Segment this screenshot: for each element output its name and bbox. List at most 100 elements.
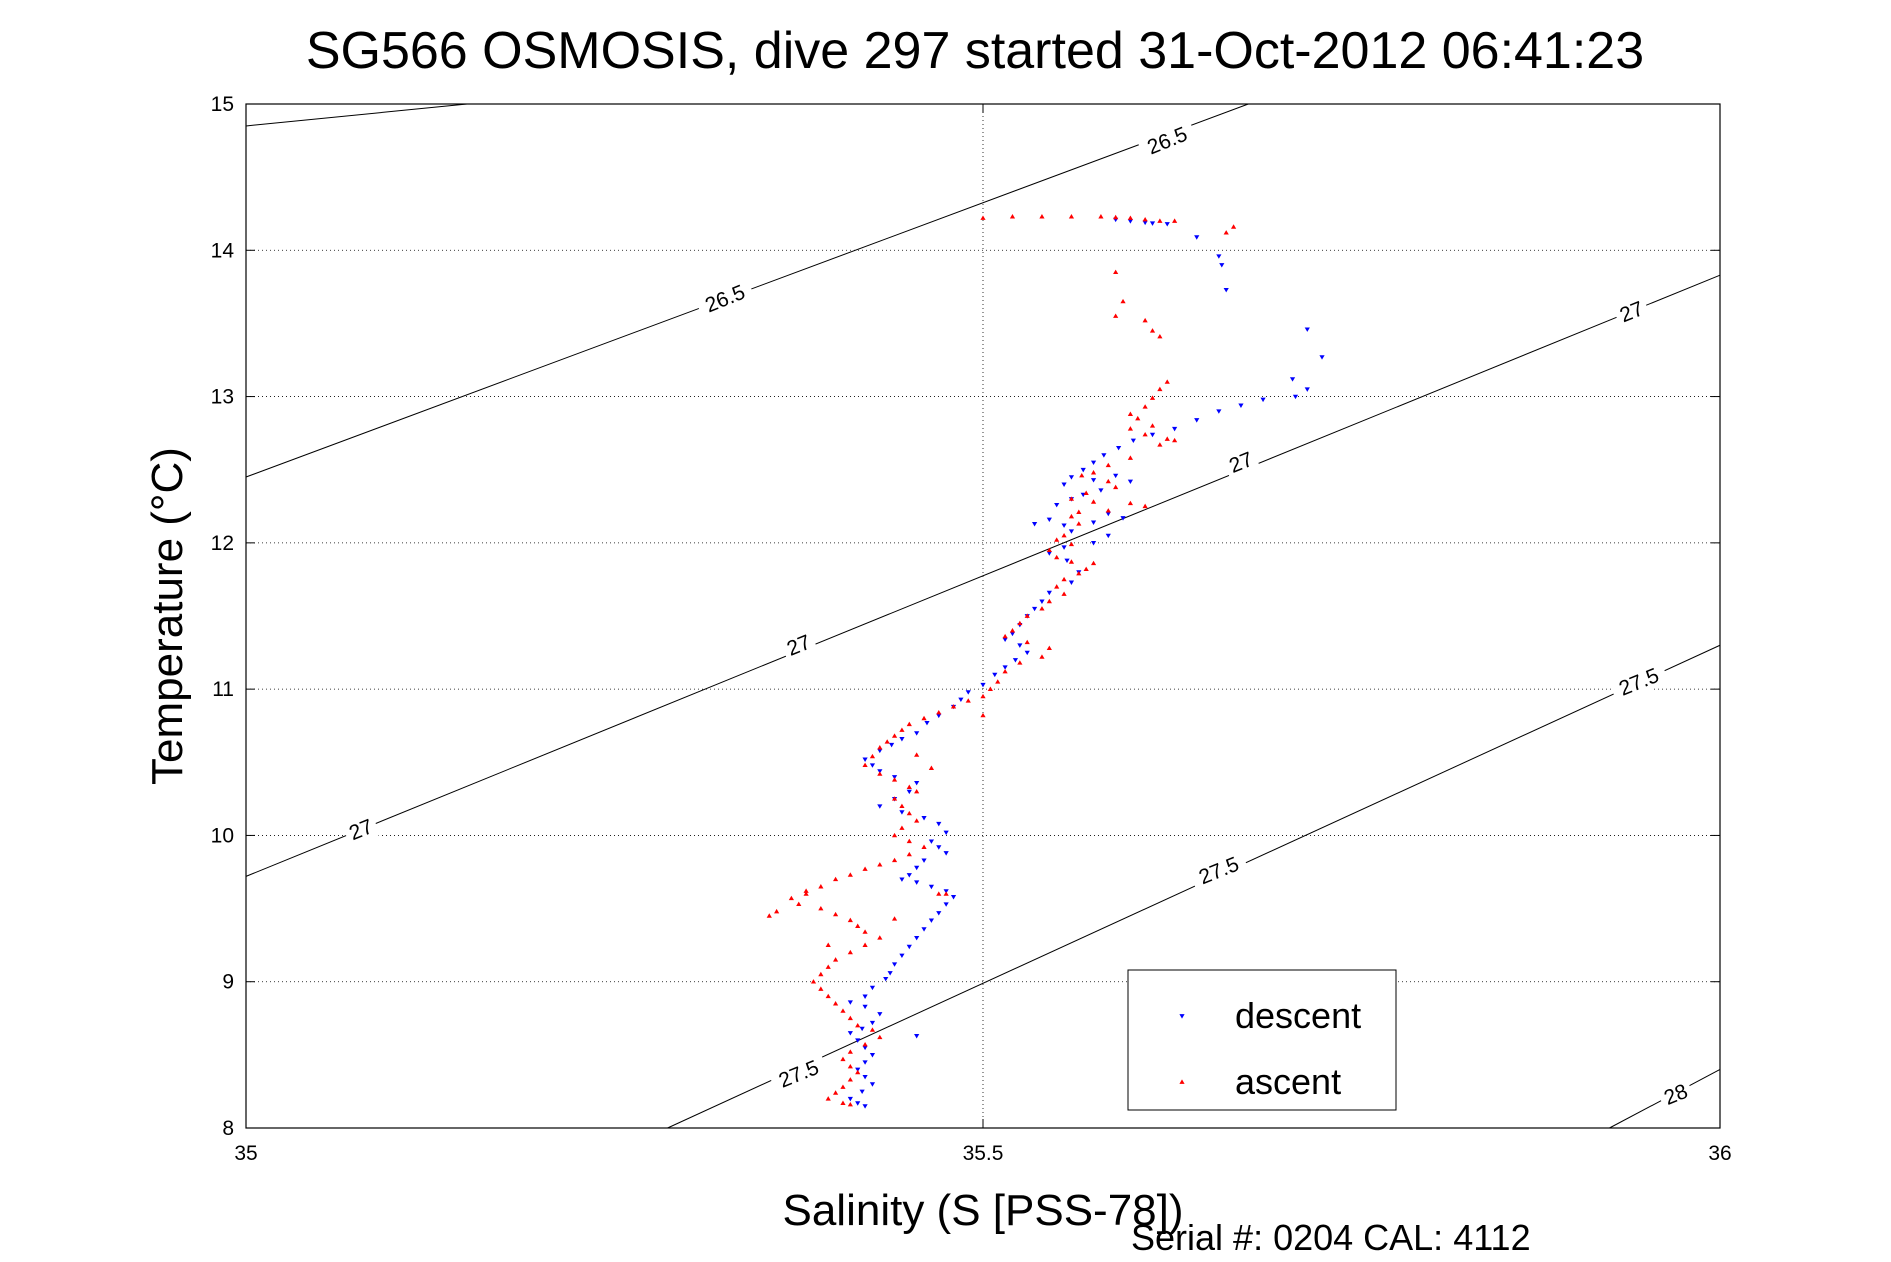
descent-point bbox=[1090, 460, 1097, 465]
x-tick-label: 36 bbox=[1708, 1142, 1731, 1165]
ascent-point bbox=[1068, 513, 1075, 519]
ascent-point bbox=[840, 1056, 846, 1062]
descent-point bbox=[1046, 590, 1052, 596]
ascent-point bbox=[1172, 218, 1178, 223]
descent-point bbox=[887, 971, 893, 976]
ascent-point bbox=[914, 752, 920, 757]
descent-point bbox=[859, 1089, 865, 1095]
descent-point bbox=[1105, 533, 1111, 539]
descent-point bbox=[1172, 426, 1178, 432]
legend-box bbox=[1127, 969, 1397, 1111]
descent-point bbox=[924, 720, 930, 726]
descent-point bbox=[1090, 541, 1097, 546]
ascent-point bbox=[774, 908, 780, 914]
ascent-point bbox=[906, 810, 912, 816]
descent-point bbox=[877, 1012, 883, 1017]
ascent-point bbox=[840, 1100, 846, 1105]
ascent-point bbox=[1017, 660, 1023, 665]
descent-point bbox=[1017, 643, 1023, 648]
ascent-point bbox=[1113, 313, 1119, 318]
ascent-point bbox=[869, 1027, 876, 1032]
descent-point bbox=[1216, 254, 1222, 259]
ascent-point bbox=[833, 876, 839, 882]
ascent-point bbox=[1079, 472, 1085, 478]
ascent-point bbox=[833, 957, 839, 962]
descent-point bbox=[914, 780, 920, 786]
ascent-point bbox=[1113, 484, 1119, 490]
ascent-point bbox=[847, 1049, 853, 1054]
ascent-point bbox=[1076, 509, 1082, 514]
descent-point bbox=[943, 851, 949, 856]
descent-point bbox=[1223, 287, 1229, 293]
ascent-point bbox=[766, 913, 772, 918]
ascent-point bbox=[891, 777, 898, 782]
ascent-point bbox=[1142, 317, 1148, 323]
ascent-point bbox=[862, 762, 868, 768]
descent-point bbox=[914, 1034, 920, 1039]
ascent-point bbox=[943, 891, 949, 896]
ascent-point bbox=[1105, 462, 1111, 468]
ascent-point bbox=[1149, 328, 1156, 333]
ascent-point bbox=[847, 872, 853, 877]
descent-point bbox=[936, 713, 942, 719]
descent-point bbox=[869, 1082, 876, 1087]
ascent-point bbox=[1149, 395, 1156, 400]
ascent-point bbox=[914, 818, 920, 823]
descent-point bbox=[1149, 221, 1156, 226]
descent-point bbox=[1090, 520, 1097, 525]
ascent-point bbox=[891, 832, 898, 838]
ascent-point bbox=[833, 1090, 839, 1095]
descent-point bbox=[1304, 327, 1310, 332]
ascent-point bbox=[1157, 333, 1163, 339]
y-tick-label: 15 bbox=[211, 93, 234, 116]
descent-point bbox=[1009, 631, 1016, 637]
ascent-point bbox=[788, 895, 794, 901]
descent-point bbox=[899, 737, 905, 742]
ascent-point bbox=[928, 765, 935, 770]
ascent-point bbox=[891, 733, 898, 738]
ascent-point bbox=[862, 1042, 868, 1047]
ascent-point bbox=[1017, 620, 1023, 626]
contour-line-27.5 bbox=[667, 644, 1721, 1129]
descent-point bbox=[1292, 394, 1299, 400]
ascent-point bbox=[899, 803, 905, 808]
ascent-point bbox=[1068, 496, 1075, 501]
ascent-point bbox=[891, 796, 898, 801]
ascent-point bbox=[847, 1063, 853, 1069]
ascent-point bbox=[1009, 214, 1016, 219]
descent-point bbox=[1068, 529, 1075, 534]
ascent-point bbox=[936, 709, 942, 715]
contour-label-group: 27 bbox=[340, 810, 381, 847]
ascent-point bbox=[1002, 668, 1008, 674]
ascent-point bbox=[1157, 386, 1163, 392]
ascent-point bbox=[877, 745, 883, 750]
ascent-point bbox=[980, 712, 986, 718]
legend: descent ascent bbox=[1127, 969, 1397, 1111]
descent-point bbox=[1260, 397, 1266, 403]
ascent-point bbox=[1076, 570, 1082, 576]
descent-point bbox=[921, 816, 927, 821]
descent-point bbox=[1054, 503, 1060, 508]
ascent-point bbox=[1090, 499, 1097, 504]
ascent-point bbox=[862, 942, 868, 947]
descent-point bbox=[943, 902, 949, 907]
y-axis-label: Temperature (°C) bbox=[143, 447, 192, 785]
ascent-point bbox=[877, 771, 883, 776]
ascent-point bbox=[1068, 541, 1075, 547]
ascent-point bbox=[1046, 645, 1052, 651]
ascent-point bbox=[921, 844, 927, 849]
y-tick-label: 8 bbox=[222, 1117, 234, 1140]
ascent-point bbox=[1164, 379, 1170, 384]
ascent-point bbox=[1127, 426, 1133, 431]
ascent-point bbox=[855, 923, 861, 928]
ascent-point bbox=[825, 942, 831, 947]
descent-point bbox=[1164, 222, 1170, 227]
ascent-point bbox=[1127, 500, 1133, 506]
descent-point bbox=[1194, 418, 1200, 423]
ascent-point bbox=[1127, 411, 1133, 416]
descent-point bbox=[914, 731, 920, 736]
contour-label-group: 27 bbox=[778, 626, 819, 663]
y-tick-label: 13 bbox=[211, 386, 234, 409]
ascent-point bbox=[1039, 654, 1045, 659]
descent-point bbox=[859, 1026, 865, 1032]
